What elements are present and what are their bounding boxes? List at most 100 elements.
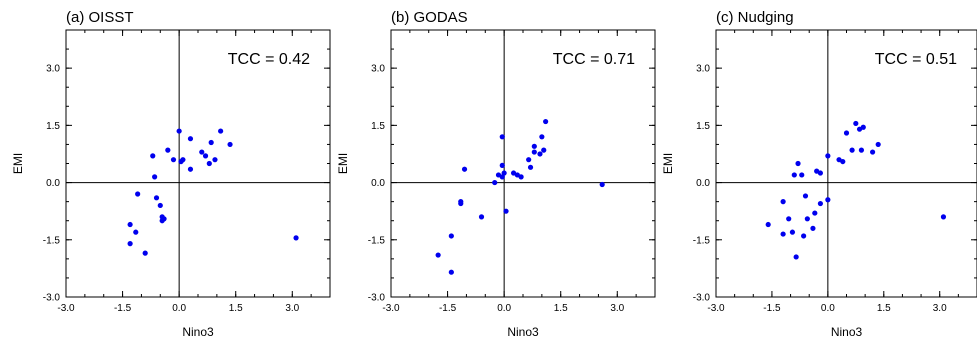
x-tick-label: -1.5 — [763, 303, 781, 314]
panel-title: (c) Nudging — [716, 9, 794, 26]
plot-frame — [65, 29, 331, 298]
data-point — [853, 120, 859, 127]
data-point — [499, 162, 505, 169]
data-point — [227, 141, 233, 148]
data-point — [780, 231, 786, 237]
x-axis-label: Nino3 — [831, 325, 863, 339]
data-point — [765, 221, 771, 228]
x-tick-label: -3.0 — [382, 303, 400, 314]
data-point — [940, 214, 947, 220]
x-tick-label: 0.0 — [172, 303, 186, 314]
data-point — [161, 216, 167, 222]
data-point — [780, 199, 786, 205]
plot-frame — [390, 29, 656, 298]
data-point — [518, 174, 524, 180]
y-tick-label: -1.5 — [693, 235, 711, 246]
data-point — [435, 252, 441, 258]
data-point — [804, 216, 810, 222]
data-point — [503, 208, 509, 214]
data-point — [860, 124, 866, 130]
x-tick-label: 1.5 — [554, 303, 568, 314]
data-point — [501, 170, 507, 176]
data-point — [218, 128, 224, 134]
y-tick-label: -1.5 — [368, 235, 386, 246]
data-point — [799, 172, 805, 178]
data-point — [127, 221, 133, 228]
scatter-panel-2: -3.0 -1.5 0.0 1.5 3.0 -3.0 -1.5 0.0 1.5 3.0 (b) GO… — [336, 9, 656, 339]
data-point — [858, 147, 865, 153]
data-point — [448, 233, 454, 239]
y-tick-label: 0.0 — [46, 178, 60, 189]
data-point — [157, 202, 163, 209]
data-point — [187, 136, 194, 142]
y-tick-label: 1.5 — [46, 121, 60, 132]
data-point — [531, 149, 537, 155]
y-tick-label: 3.0 — [696, 64, 710, 75]
data-point — [817, 200, 824, 207]
data-point — [817, 170, 824, 176]
data-point — [208, 139, 214, 146]
x-tick-label: 0.0 — [497, 303, 511, 314]
data-point — [478, 214, 485, 220]
x-axis-label: Nino3 — [182, 325, 214, 339]
data-point — [539, 134, 545, 140]
data-point — [212, 157, 218, 163]
data-point — [187, 166, 194, 172]
data-point — [152, 174, 158, 180]
tcc-annotation: TCC = 0.42 — [228, 51, 310, 68]
data-point — [875, 141, 881, 148]
data-point — [199, 149, 205, 155]
y-tick-label: 1.5 — [371, 121, 385, 132]
data-point — [810, 225, 816, 231]
data-point — [133, 229, 139, 235]
data-point — [499, 134, 505, 140]
data-point — [812, 210, 818, 216]
data-point — [825, 153, 831, 159]
data-point — [843, 130, 850, 136]
data-point — [178, 158, 184, 165]
data-point — [870, 149, 876, 155]
data-point — [526, 157, 532, 163]
data-point — [786, 216, 792, 222]
data-point — [153, 195, 160, 201]
data-point — [840, 158, 846, 165]
y-axis-label: EMI — [661, 153, 675, 174]
data-point — [802, 193, 809, 199]
data-point — [127, 241, 133, 247]
x-axis-label: Nino3 — [507, 325, 539, 339]
x-tick-label: -3.0 — [707, 303, 725, 314]
y-tick-label: 1.5 — [696, 121, 710, 132]
data-point — [458, 200, 464, 207]
y-tick-label: 0.0 — [371, 178, 385, 189]
data-point — [801, 233, 807, 239]
y-tick-label: 0.0 — [696, 178, 710, 189]
data-point — [170, 157, 177, 163]
y-tick-label: 3.0 — [46, 64, 60, 75]
data-point — [461, 166, 468, 172]
x-tick-label: 3.0 — [610, 303, 624, 314]
y-tick-label: -1.5 — [43, 235, 61, 246]
x-tick-label: 0.0 — [821, 303, 835, 314]
x-tick-label: 3.0 — [933, 303, 947, 314]
data-point — [206, 160, 212, 167]
x-tick-label: -1.5 — [439, 303, 457, 314]
x-tick-label: 1.5 — [229, 303, 243, 314]
y-axis-label: EMI — [336, 153, 350, 174]
data-point — [789, 229, 796, 235]
x-tick-label: -1.5 — [114, 303, 132, 314]
y-axis-label: EMI — [11, 153, 25, 174]
data-point — [599, 181, 605, 188]
data-point — [202, 153, 209, 159]
data-point — [793, 254, 799, 260]
data-point — [293, 235, 299, 241]
tcc-annotation: TCC = 0.51 — [875, 51, 957, 68]
data-point — [543, 118, 549, 125]
y-tick-label: 3.0 — [371, 64, 385, 75]
y-tick-label: -3.0 — [43, 293, 61, 304]
data-point — [492, 179, 498, 186]
x-tick-label: 1.5 — [877, 303, 891, 314]
y-tick-label: -3.0 — [693, 293, 711, 304]
data-point — [176, 128, 182, 134]
data-point — [150, 153, 156, 159]
